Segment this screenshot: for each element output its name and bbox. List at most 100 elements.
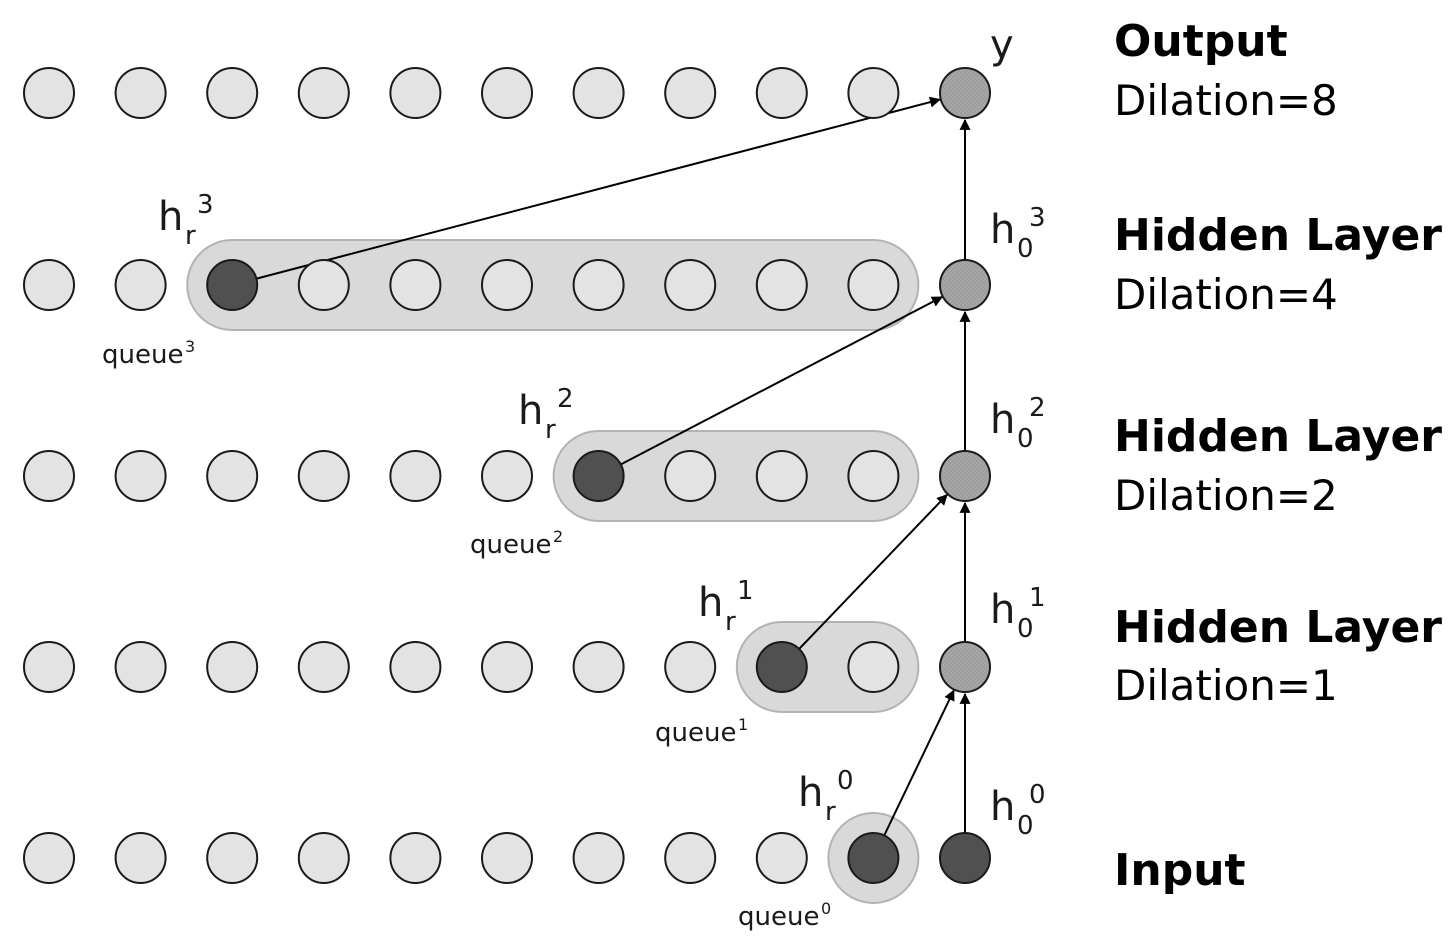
layer-title-input: Input <box>1114 845 1246 896</box>
node-input-5 <box>481 832 533 884</box>
node-input-2 <box>206 832 259 884</box>
queue-head-symbol-hidden-3: h r3 <box>158 190 214 251</box>
svg-text:0: 0 <box>1029 780 1046 810</box>
column-symbol-hidden-3: h 03 <box>990 203 1046 264</box>
node-hidden-3-7 <box>664 259 717 311</box>
svg-text:2: 2 <box>1029 393 1046 423</box>
svg-text:2: 2 <box>557 384 574 414</box>
node-output-2 <box>206 67 259 119</box>
output-symbol: y <box>990 22 1014 68</box>
svg-text:0: 0 <box>837 766 854 796</box>
node-hidden-3-4 <box>389 259 442 311</box>
node-hidden-2-0 <box>23 450 75 502</box>
queue-label-hidden-2: queue 2 <box>470 527 563 560</box>
svg-text:h: h <box>990 784 1015 830</box>
column-symbol-hidden-2: h 02 <box>990 393 1046 454</box>
node-hidden-3-5 <box>481 259 533 311</box>
node-hidden-1-4 <box>389 641 442 693</box>
svg-text:queue: queue <box>738 902 819 932</box>
node-hidden-1-1 <box>114 641 167 693</box>
svg-text:0: 0 <box>1017 234 1034 264</box>
queue-head-symbol-input: h r0 <box>798 766 854 827</box>
connection-arrows <box>231 96 971 859</box>
queue-head-symbol-hidden-1: h r1 <box>698 576 754 637</box>
node-hidden-2-3 <box>297 450 350 502</box>
svg-text:queue: queue <box>470 530 551 560</box>
node-output-3 <box>297 67 350 119</box>
svg-text:0: 0 <box>1017 614 1034 644</box>
layer-title-hidden-2: Hidden Layer <box>1114 411 1442 462</box>
svg-text:r: r <box>545 415 556 445</box>
node-output-6 <box>572 67 625 119</box>
layer-dilation-hidden-1: Dilation=1 <box>1114 661 1338 710</box>
svg-text:0: 0 <box>1017 424 1034 454</box>
node-input-4 <box>389 832 442 884</box>
node-output-1 <box>114 67 167 119</box>
node-hidden-1-9 <box>847 641 900 693</box>
node-output-5 <box>481 67 533 119</box>
node-output-8 <box>755 67 808 119</box>
queue-head-symbol-hidden-2: h r2 <box>518 384 574 445</box>
node-hidden-3-8 <box>755 259 808 311</box>
node-hidden-2-8 <box>755 450 808 502</box>
layer-title-hidden-1: Hidden Layer <box>1114 602 1442 653</box>
node-hidden-1-6 <box>572 641 625 693</box>
svg-text:queue: queue <box>102 340 183 370</box>
node-input-10 <box>939 832 991 884</box>
queue-label-hidden-1: queue 1 <box>655 715 748 748</box>
neuron-nodes <box>23 67 991 884</box>
node-hidden-2-2 <box>206 450 259 502</box>
node-hidden-1-0 <box>23 641 75 693</box>
arrow-skip-hidden-1 <box>781 493 948 668</box>
svg-text:r: r <box>725 607 736 637</box>
node-hidden-2-9 <box>847 450 900 502</box>
node-hidden-3-10 <box>939 259 991 311</box>
svg-text:r: r <box>185 221 196 251</box>
node-hidden-3-9 <box>847 259 900 311</box>
layer-title-hidden-3: Hidden Layer <box>1114 210 1442 261</box>
node-hidden-1-3 <box>297 641 350 693</box>
svg-text:h: h <box>990 207 1015 253</box>
svg-text:h: h <box>698 580 723 626</box>
node-hidden-3-0 <box>23 259 75 311</box>
node-hidden-1-7 <box>664 641 717 693</box>
node-input-9 <box>847 832 900 884</box>
node-input-6 <box>572 832 625 884</box>
arrow-skip-input <box>872 689 955 859</box>
node-hidden-3-2 <box>206 259 259 311</box>
node-hidden-2-10 <box>939 450 991 502</box>
svg-text:3: 3 <box>1029 203 1046 233</box>
node-hidden-1-8 <box>755 641 808 693</box>
layer-dilation-output: Dilation=8 <box>1114 76 1338 125</box>
node-output-9 <box>847 67 900 119</box>
node-output-0 <box>23 67 75 119</box>
node-output-4 <box>389 67 442 119</box>
svg-text:0: 0 <box>821 899 831 918</box>
svg-text:1: 1 <box>737 576 754 606</box>
svg-text:queue: queue <box>655 718 736 748</box>
svg-text:h: h <box>798 770 823 816</box>
svg-text:3: 3 <box>197 190 214 220</box>
svg-text:h: h <box>990 587 1015 633</box>
layer-title-output: Output <box>1114 16 1288 67</box>
node-hidden-3-1 <box>114 259 167 311</box>
column-symbol-input: h 00 <box>990 780 1046 841</box>
column-symbol-hidden-1: h 01 <box>990 583 1046 644</box>
node-hidden-1-5 <box>481 641 533 693</box>
queue-boxes <box>186 239 920 904</box>
arrow-skip-hidden-2 <box>598 296 943 477</box>
node-input-8 <box>755 832 808 884</box>
node-hidden-2-5 <box>481 450 533 502</box>
node-hidden-1-2 <box>206 641 259 693</box>
node-input-1 <box>114 832 167 884</box>
svg-text:h: h <box>518 388 543 434</box>
svg-text:h: h <box>990 397 1015 443</box>
queue-box-hidden-2 <box>552 430 920 522</box>
arrow-skip-hidden-3 <box>231 96 941 286</box>
queue-box-hidden-3 <box>186 239 920 331</box>
queue-label-hidden-3: queue 3 <box>102 337 195 370</box>
svg-text:1: 1 <box>738 715 748 734</box>
node-input-7 <box>664 832 717 884</box>
